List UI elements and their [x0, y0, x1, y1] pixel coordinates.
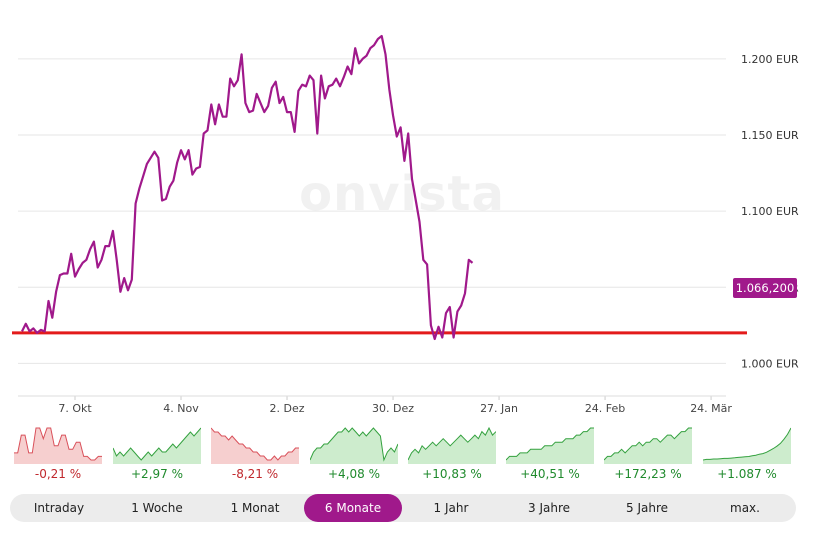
- performance-sparkline: [211, 427, 299, 464]
- y-tick-label: 1.150 EUR: [741, 129, 799, 142]
- performance-tile[interactable]: -8,21 %: [211, 424, 299, 484]
- performance-label: +1.087 %: [717, 467, 777, 481]
- x-axis-labels: 7. Okt 4. Nov 2. Dez 30. Dez 27. Jan 24. Feb 2…: [58, 396, 732, 415]
- sparkline-line: [310, 427, 398, 462]
- performance-tile[interactable]: +2,97 %: [113, 424, 201, 484]
- range-button-intraday[interactable]: Intraday: [33, 501, 85, 515]
- performance-label: +10,83 %: [422, 467, 482, 481]
- performance-sparkline: [408, 426, 496, 464]
- performance-label: +2,97 %: [131, 467, 183, 481]
- performance-label: -0,21 %: [34, 467, 82, 481]
- range-button-1-monat[interactable]: 1 Monat: [230, 501, 280, 515]
- sparkline-line: [604, 427, 692, 461]
- current-price-badge: 1.066,200: [733, 278, 797, 298]
- performance-sparkline: [310, 427, 398, 464]
- sparkline-line: [408, 426, 496, 461]
- grid-lines: [18, 58, 726, 364]
- x-tick-label: 30. Dez: [372, 402, 414, 415]
- sparkline-area: [211, 428, 299, 464]
- performance-tiles: -0,21 % +2,97 % -8,21 % +4,08 % +10,83 % +40,…: [0, 424, 819, 484]
- performance-label: -8,21 %: [231, 467, 279, 481]
- performance-sparkline: [703, 427, 791, 464]
- sparkline-area: [408, 428, 496, 464]
- y-tick-label: 1.200 EUR: [741, 53, 799, 66]
- x-tick-label: 4. Nov: [163, 402, 199, 415]
- sparkline-line: [113, 427, 201, 461]
- performance-sparkline: [113, 427, 201, 464]
- range-button-1-woche[interactable]: 1 Woche: [131, 501, 183, 515]
- performance-sparkline: [604, 427, 692, 464]
- x-tick-label: 27. Jan: [480, 402, 518, 415]
- performance-sparkline: [506, 427, 594, 464]
- x-tick-label: 24. Feb: [585, 402, 625, 415]
- sparkline-area: [310, 428, 398, 464]
- performance-sparkline: [14, 427, 102, 464]
- time-range-selector: Intraday 1 Woche 1 Monat 6 Monate 1 Jahr 3 Ja…: [10, 494, 796, 522]
- y-tick-label: 1.100 EUR: [741, 205, 799, 218]
- price-series-line: [21, 34, 474, 341]
- range-button-3-jahre[interactable]: 3 Jahre: [528, 501, 570, 515]
- y-tick-label: 1.000 EUR: [741, 357, 799, 370]
- performance-label: +4,08 %: [328, 467, 380, 481]
- x-tick-label: 24. Mär: [690, 402, 732, 415]
- current-price-label: 1.066,200: [736, 281, 795, 295]
- sparkline-area: [703, 428, 791, 464]
- range-button-6-monate[interactable]: 6 Monate: [304, 494, 402, 522]
- range-button-1-jahr[interactable]: 1 Jahr: [433, 501, 469, 515]
- performance-tile[interactable]: -0,21 %: [14, 424, 102, 484]
- performance-tile[interactable]: +172,23 %: [604, 424, 692, 484]
- sparkline-area: [113, 428, 201, 464]
- sparkline-area: [604, 428, 692, 464]
- range-button-max[interactable]: max.: [730, 501, 760, 515]
- sparkline-line: [506, 427, 594, 461]
- sparkline-line: [211, 427, 299, 461]
- performance-tile[interactable]: +1.087 %: [703, 424, 791, 484]
- performance-tile[interactable]: +4,08 %: [310, 424, 398, 484]
- watermark: onvista: [299, 166, 505, 222]
- performance-tile[interactable]: +10,83 %: [408, 424, 496, 484]
- sparkline-line: [14, 427, 102, 461]
- x-tick-label: 2. Dez: [270, 402, 305, 415]
- sparkline-line: [703, 427, 791, 461]
- x-tick-label: 7. Okt: [58, 402, 92, 415]
- range-button-5-jahre[interactable]: 5 Jahre: [626, 501, 668, 515]
- performance-label: +172,23 %: [614, 467, 682, 481]
- performance-tile[interactable]: +40,51 %: [506, 424, 594, 484]
- performance-label: +40,51 %: [520, 467, 580, 481]
